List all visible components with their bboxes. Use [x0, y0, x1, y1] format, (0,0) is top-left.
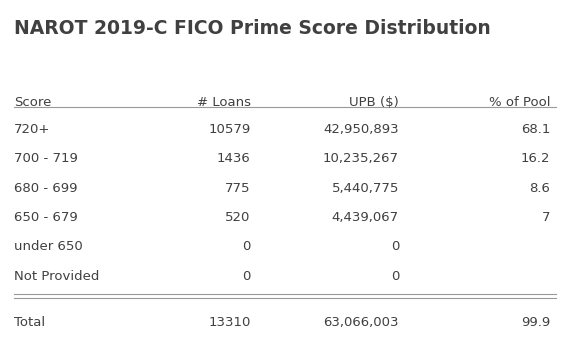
- Text: 10579: 10579: [209, 123, 251, 136]
- Text: % of Pool: % of Pool: [488, 96, 550, 109]
- Text: 63,066,003: 63,066,003: [324, 316, 399, 329]
- Text: 0: 0: [390, 240, 399, 253]
- Text: 99.9: 99.9: [521, 316, 550, 329]
- Text: 0: 0: [242, 270, 251, 283]
- Text: Score: Score: [14, 96, 52, 109]
- Text: 700 - 719: 700 - 719: [14, 152, 78, 165]
- Text: 7: 7: [542, 211, 550, 224]
- Text: # Loans: # Loans: [197, 96, 251, 109]
- Text: 42,950,893: 42,950,893: [323, 123, 399, 136]
- Text: 1436: 1436: [217, 152, 251, 165]
- Text: UPB ($): UPB ($): [349, 96, 399, 109]
- Text: 10,235,267: 10,235,267: [323, 152, 399, 165]
- Text: 520: 520: [225, 211, 251, 224]
- Text: 680 - 699: 680 - 699: [14, 182, 78, 195]
- Text: 13310: 13310: [209, 316, 251, 329]
- Text: 8.6: 8.6: [529, 182, 550, 195]
- Text: 0: 0: [390, 270, 399, 283]
- Text: 0: 0: [242, 240, 251, 253]
- Text: NAROT 2019-C FICO Prime Score Distribution: NAROT 2019-C FICO Prime Score Distributi…: [14, 19, 491, 37]
- Text: 5,440,775: 5,440,775: [332, 182, 399, 195]
- Text: 4,439,067: 4,439,067: [332, 211, 399, 224]
- Text: 16.2: 16.2: [520, 152, 550, 165]
- Text: under 650: under 650: [14, 240, 83, 253]
- Text: 650 - 679: 650 - 679: [14, 211, 78, 224]
- Text: 68.1: 68.1: [520, 123, 550, 136]
- Text: 720+: 720+: [14, 123, 51, 136]
- Text: 775: 775: [225, 182, 251, 195]
- Text: Not Provided: Not Provided: [14, 270, 100, 283]
- Text: Total: Total: [14, 316, 46, 329]
